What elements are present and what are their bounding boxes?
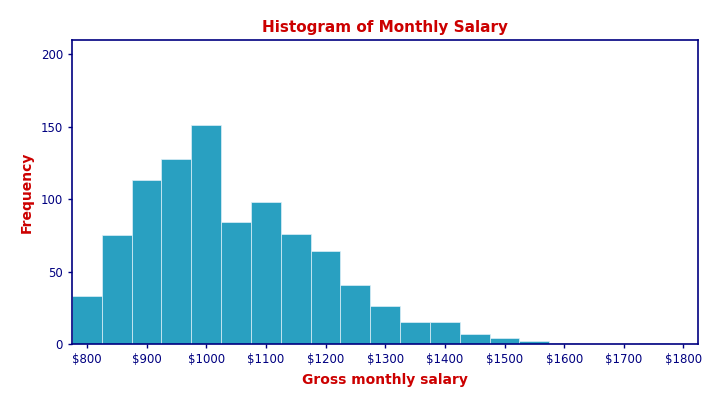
Bar [161, 159, 192, 344]
Bar [430, 322, 460, 344]
Bar [72, 296, 102, 344]
Bar [460, 334, 490, 344]
Bar [192, 126, 221, 344]
X-axis label: Gross monthly salary: Gross monthly salary [302, 373, 468, 387]
Bar [519, 341, 549, 344]
Bar [370, 306, 400, 344]
Title: Histogram of Monthly Salary: Histogram of Monthly Salary [262, 20, 508, 35]
Bar [549, 342, 579, 344]
Bar [251, 202, 281, 344]
Bar [132, 180, 161, 344]
Bar [221, 222, 251, 344]
Bar [341, 285, 370, 344]
Bar [490, 338, 519, 344]
Bar [400, 322, 430, 344]
Bar [639, 342, 669, 344]
Bar [281, 234, 310, 344]
Bar [310, 251, 341, 344]
Y-axis label: Frequency: Frequency [19, 151, 34, 233]
Bar [102, 236, 132, 344]
